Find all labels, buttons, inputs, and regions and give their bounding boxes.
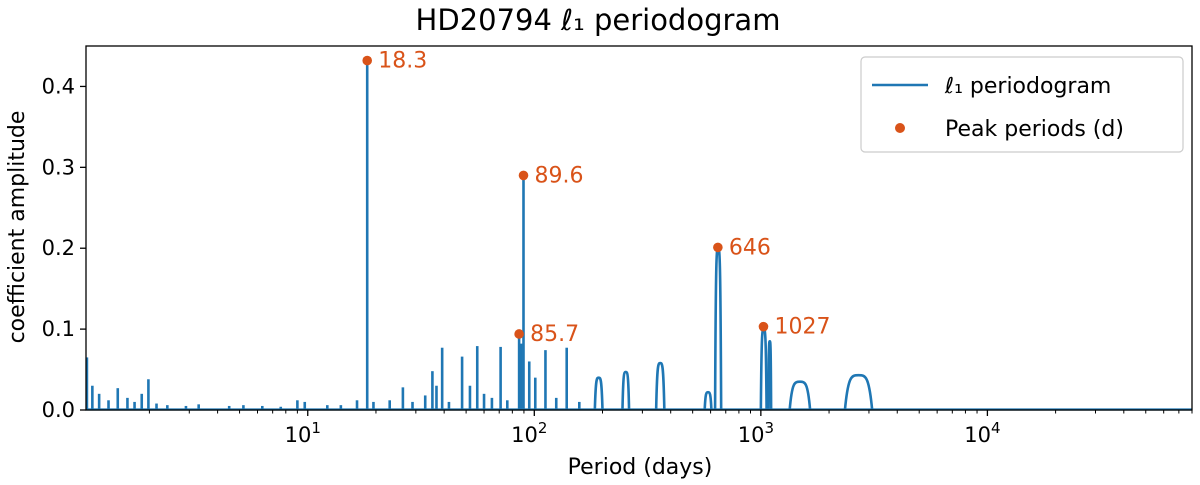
periodogram-hump xyxy=(767,339,773,411)
legend-label-periodogram: ℓ₁ periodogram xyxy=(944,74,1111,99)
x-tick-exponent: 4 xyxy=(991,419,1001,437)
y-tick-label: 0.0 xyxy=(42,398,75,422)
periodogram-hump xyxy=(759,327,768,411)
legend-label-peaks: Peak periods (d) xyxy=(945,117,1124,142)
peak-label: 1027 xyxy=(774,315,830,340)
y-tick-label: 0.2 xyxy=(42,236,75,260)
x-tick-exponent: 2 xyxy=(538,419,548,437)
y-axis-label: coefficient amplitude xyxy=(5,111,30,344)
periodogram-hump xyxy=(593,376,604,411)
legend-box xyxy=(860,56,1184,153)
x-tick-base: 10 xyxy=(511,423,538,447)
x-tick-label: 102 xyxy=(511,419,547,447)
plot-frame xyxy=(85,45,1193,411)
x-tick-label: 103 xyxy=(738,419,774,447)
periodogram-hump xyxy=(654,361,666,411)
x-tick-base: 10 xyxy=(964,423,991,447)
x-tick-base: 10 xyxy=(285,423,312,447)
periodogram-hump xyxy=(788,380,812,411)
peak-label: 89.6 xyxy=(534,163,583,188)
periodogram-hump xyxy=(703,390,713,411)
periodogram-hump xyxy=(713,246,723,411)
x-axis-label: Period (days) xyxy=(568,455,713,480)
x-tick-exponent: 1 xyxy=(311,419,321,437)
x-tick-label: 101 xyxy=(285,419,321,447)
peak-label: 18.3 xyxy=(378,49,427,74)
peak-marker xyxy=(713,242,723,253)
peak-marker xyxy=(518,170,529,181)
chart-title: HD20794 ℓ₁ periodogram xyxy=(416,3,781,37)
y-tick-label: 0.4 xyxy=(42,74,75,98)
peak-label: 646 xyxy=(729,235,771,260)
periodogram-hump xyxy=(621,370,631,411)
x-tick-label: 104 xyxy=(964,419,1000,447)
peak-label: 85.7 xyxy=(530,322,579,347)
periodogram-hump xyxy=(843,373,874,411)
x-tick-base: 10 xyxy=(738,423,765,447)
legend-marker-swatch xyxy=(895,123,905,133)
y-tick-label: 0.3 xyxy=(42,155,75,179)
peak-marker xyxy=(758,321,769,332)
peak-marker xyxy=(514,329,524,339)
peak-marker xyxy=(362,55,373,66)
y-tick-label: 0.1 xyxy=(42,317,75,341)
x-tick-exponent: 3 xyxy=(764,419,774,437)
legend: ℓ₁ periodogram Peak periods (d) xyxy=(860,56,1184,153)
